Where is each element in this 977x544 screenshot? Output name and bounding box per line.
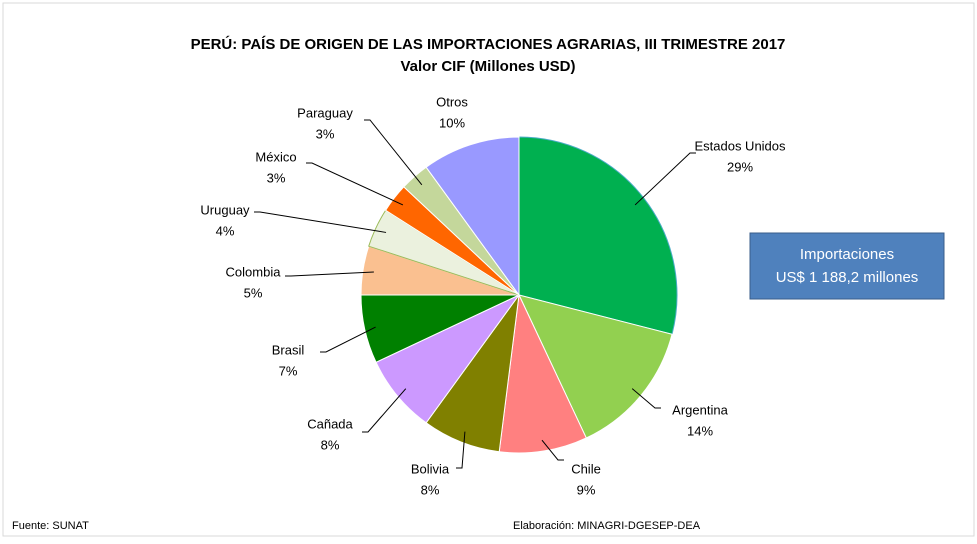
value-label: 3% bbox=[316, 126, 335, 141]
category-label: Otros bbox=[436, 94, 468, 109]
credit: Elaboración: MINAGRI-DGESEP-DEA bbox=[513, 520, 701, 532]
annotation-text: Importaciones bbox=[800, 246, 894, 263]
chart-title: PERÚ: PAÍS DE ORIGEN DE LAS IMPORTACIONE… bbox=[191, 35, 786, 53]
category-label: Bolivia bbox=[411, 461, 450, 476]
source: Fuente: SUNAT bbox=[12, 520, 89, 532]
value-label: 3% bbox=[267, 170, 286, 185]
value-label: 4% bbox=[216, 223, 235, 238]
value-label: 7% bbox=[279, 363, 298, 378]
category-label: Colombia bbox=[226, 264, 282, 279]
category-label: Brasil bbox=[272, 342, 305, 357]
value-label: 8% bbox=[321, 437, 340, 452]
leader-line bbox=[320, 326, 376, 353]
annotation-text: US$ 1 188,2 millones bbox=[776, 269, 919, 286]
leader-line bbox=[456, 431, 466, 469]
category-label: Uruguay bbox=[200, 202, 250, 217]
category-label: Cañada bbox=[307, 416, 353, 431]
pie-slice bbox=[518, 136, 678, 335]
value-label: 9% bbox=[577, 482, 596, 497]
leader-line bbox=[254, 211, 387, 233]
leader-line bbox=[631, 388, 661, 409]
value-label: 10% bbox=[439, 115, 465, 130]
value-label: 14% bbox=[687, 423, 713, 438]
value-label: 8% bbox=[421, 482, 440, 497]
category-label: Paraguay bbox=[297, 105, 353, 120]
leader-line bbox=[285, 271, 374, 277]
leader-line bbox=[364, 119, 423, 186]
value-label: 5% bbox=[244, 285, 263, 300]
leader-line bbox=[362, 388, 407, 433]
category-label: Estados Unidos bbox=[694, 138, 786, 153]
chart-subtitle: Valor CIF (Millones USD) bbox=[400, 58, 575, 75]
category-label: Chile bbox=[571, 461, 601, 476]
leader-line bbox=[541, 439, 564, 461]
category-label: Argentina bbox=[672, 402, 728, 417]
annotation-box bbox=[749, 232, 945, 300]
category-label: México bbox=[255, 149, 296, 164]
value-label: 29% bbox=[727, 159, 753, 174]
leader-line bbox=[634, 152, 696, 206]
pie-slice bbox=[425, 136, 520, 297]
leader-line bbox=[306, 162, 404, 206]
pie-slice bbox=[498, 293, 587, 454]
